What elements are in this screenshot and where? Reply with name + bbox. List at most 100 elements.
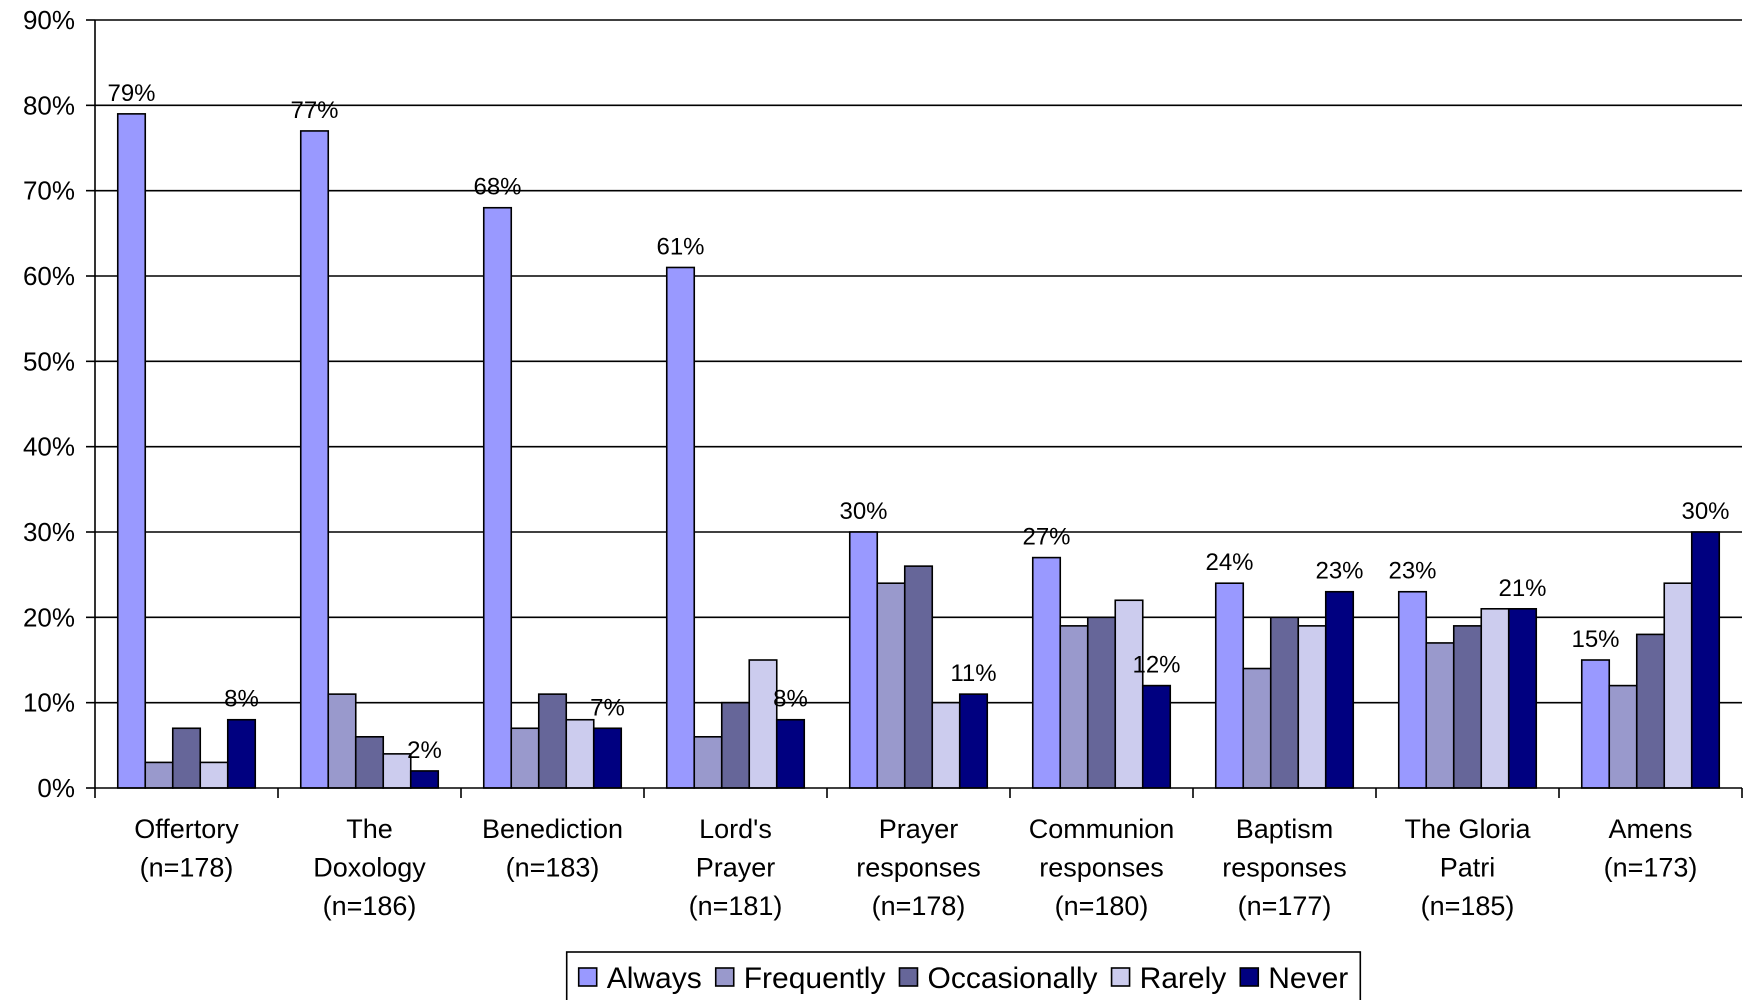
bar-rarely [1663,582,1693,789]
legend-box [565,951,1362,1003]
bar-rarely [565,718,595,789]
legend-label: Rarely [1140,962,1227,995]
x-tick-label-line: responses [1222,853,1347,883]
bar-occasionally [1269,616,1300,789]
bar-rarely [1297,625,1327,789]
x-tick-label-line: Baptism [1236,814,1334,844]
bar-always [299,130,330,789]
data-label: 15% [1571,626,1619,653]
bar-rarely [199,761,229,789]
x-tick-label-line: (n=178) [140,853,234,883]
bar-always [1580,659,1611,789]
x-tick-label: Benediction (n=183) [482,814,623,883]
x-tick-label-line: Benediction [482,814,623,844]
bar-frequently [1425,642,1455,789]
x-tick-label-line: Offertory [134,814,239,844]
data-label: 21% [1498,575,1546,602]
x-tick-label: Offertory (n=178) [134,814,239,883]
data-label: 61% [656,233,704,260]
bar-always [1031,556,1062,789]
bar-occasionally [171,727,202,789]
bar-rarely [748,659,778,789]
y-tick-label: 30% [23,517,75,547]
legend-label: Frequently [744,962,886,995]
data-label: 24% [1205,549,1253,576]
bar-rarely [931,701,961,789]
y-tick-label: 90% [23,5,75,35]
x-tick-label: Lord's Prayer (n=181) [689,814,783,921]
data-label: 7% [590,694,625,721]
x-tick-label-line: Doxology [313,853,426,883]
legend-label: Never [1268,962,1348,995]
data-label: 77% [290,97,338,124]
data-label: 12% [1132,652,1180,679]
legend-label: Always [607,962,702,995]
x-tick-label: Baptism responses (n=177) [1222,814,1347,921]
x-tick-label-line: (n=173) [1604,853,1698,883]
x-tick-label-line: The [346,814,393,844]
y-tick-label: 70% [23,176,75,206]
data-label: 8% [224,686,259,713]
x-tick-label: The Gloria Patri (n=185) [1404,814,1531,921]
x-tick-label-line: (n=181) [689,891,783,921]
y-tick-label: 40% [23,432,75,462]
bar-occasionally [720,701,751,789]
legend-swatch [577,967,598,987]
x-tick-label-line: (n=178) [872,891,966,921]
x-tick-label-line: Amens [1608,814,1692,844]
data-label: 27% [1022,524,1070,551]
axes: 0% 10% 20% 30% 40% 50% 60% 70% 80% 90% Offertory (n… [23,5,1743,921]
bar-occasionally [1635,633,1666,789]
bar-rarely [1114,599,1144,789]
bar-frequently [327,693,357,789]
data-labels: 79% 8% 77% 2% 68% 7% 61% 8% 30% 11% 27% 12% 24% 23% 23… [107,80,1729,764]
legend-swatch [1110,967,1131,987]
y-tick-label: 0% [37,773,75,803]
legend-swatch [1239,967,1260,987]
bar-never [592,727,623,789]
bar-never [1690,531,1721,789]
y-tick-label: 80% [23,90,75,120]
bar-never [1507,607,1538,789]
bar-always [1214,582,1245,789]
x-tick-label-line: (n=180) [1055,891,1149,921]
x-tick-label-line: (n=183) [506,853,600,883]
bar-always [848,531,879,789]
bar-rarely [1480,607,1510,789]
bar-occasionally [903,565,934,789]
data-label: 79% [107,80,155,107]
bar-never [775,718,806,789]
legend-swatch [898,967,919,987]
legend-label: Occasionally [927,962,1097,995]
bar-always [116,113,147,789]
bar-occasionally [1452,625,1483,789]
x-tick-label-line: Communion [1029,814,1175,844]
bar-never [1141,684,1172,789]
bar-always [482,206,513,789]
x-tick-label: Communion responses (n=180) [1029,814,1175,921]
bar-occasionally [537,693,568,789]
bar-occasionally [1086,616,1117,789]
bar-frequently [510,727,540,789]
bar-frequently [1608,684,1638,789]
bar-never [1324,590,1355,789]
y-tick-label: 60% [23,261,75,291]
bar-frequently [144,761,174,789]
bar-always [1397,590,1428,789]
x-tick-label-line: The Gloria [1404,814,1531,844]
data-label: 2% [407,737,442,764]
data-label: 30% [1681,498,1729,525]
x-tick-label-line: Prayer [696,853,776,883]
data-label: 11% [950,660,996,687]
y-tick-label: 20% [23,602,75,632]
bar-frequently [693,735,723,789]
bar-occasionally [354,735,385,789]
x-tick-label-line: (n=185) [1421,891,1515,921]
y-tick-label: 10% [23,688,75,718]
x-tick-label-line: (n=177) [1238,891,1332,921]
x-tick-label: The Doxology (n=186) [313,814,426,921]
x-tick-label-line: Patri [1440,853,1496,883]
bar-frequently [1242,667,1272,789]
